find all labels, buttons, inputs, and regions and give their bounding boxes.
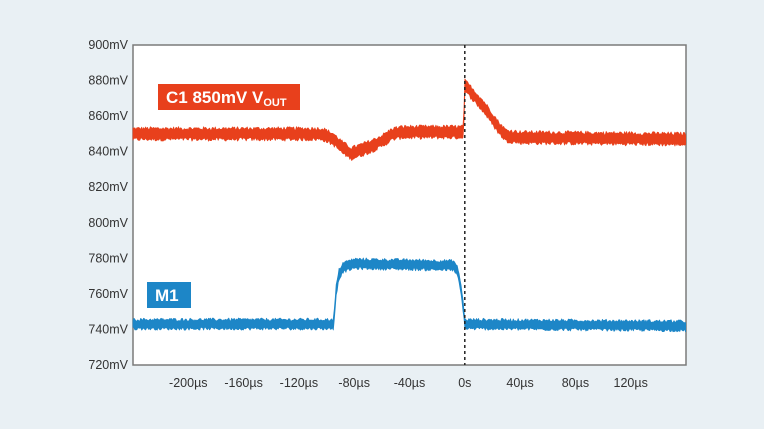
y-axis: 900mV 880mV 860mV 840mV 820mV 800mV 780mV 760mV…	[88, 38, 128, 372]
series-label-1: M1	[147, 282, 191, 308]
y-tick-label: 760mV	[88, 287, 128, 301]
series-label-0: C1 850mV VOUT	[158, 84, 300, 110]
x-axis: -200µs -160µs -120µs -80µs -40µs 0s 40µs 80µs 12…	[169, 376, 648, 390]
x-tick-label: -160µs	[224, 376, 262, 390]
x-tick-label: 120µs	[614, 376, 648, 390]
y-tick-label: 720mV	[88, 358, 128, 372]
x-tick-label: 40µs	[506, 376, 533, 390]
x-tick-label: -80µs	[338, 376, 370, 390]
y-tick-label: 880mV	[88, 74, 128, 88]
x-tick-label: -40µs	[394, 376, 426, 390]
y-tick-label: 860mV	[88, 109, 128, 123]
x-tick-label: 0s	[458, 376, 471, 390]
traces	[132, 78, 686, 333]
series-label-box	[147, 282, 191, 308]
channel-labels: C1 850mV VOUT M1	[147, 84, 300, 308]
series-label-box	[158, 84, 300, 110]
y-tick-label: 840mV	[88, 145, 128, 159]
y-tick-label: 820mV	[88, 180, 128, 194]
x-tick-label: -120µs	[280, 376, 318, 390]
y-tick-label: 800mV	[88, 216, 128, 230]
y-tick-label: 780mV	[88, 251, 128, 265]
series-label-text: M1	[155, 286, 179, 305]
y-tick-label: 740mV	[88, 322, 128, 336]
trace-1	[132, 257, 686, 333]
x-tick-label: -200µs	[169, 376, 207, 390]
series-label-text: C1 850mV VOUT	[166, 88, 287, 109]
x-tick-label: 80µs	[562, 376, 589, 390]
trace-0	[132, 78, 686, 161]
y-tick-label: 900mV	[88, 38, 128, 52]
